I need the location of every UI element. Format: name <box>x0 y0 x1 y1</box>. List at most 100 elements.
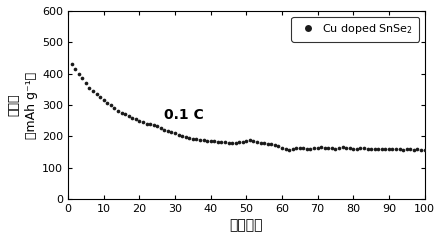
Point <box>278 146 286 150</box>
Point <box>307 147 314 151</box>
Point <box>207 139 214 143</box>
Point <box>246 138 253 142</box>
Point <box>243 139 250 143</box>
Point <box>100 98 107 102</box>
Point <box>375 147 382 151</box>
Point <box>414 148 421 152</box>
Point <box>239 140 246 144</box>
Point <box>410 148 417 152</box>
Point <box>325 146 332 150</box>
Point <box>321 146 328 150</box>
Point <box>168 130 175 134</box>
Point <box>154 124 161 128</box>
Point <box>311 146 318 150</box>
Point <box>343 146 350 150</box>
Point <box>335 146 343 150</box>
Point <box>200 138 207 142</box>
Point <box>300 146 307 150</box>
Point <box>68 62 75 66</box>
Point <box>75 72 82 76</box>
Point <box>79 76 86 80</box>
Point <box>147 123 154 126</box>
Point <box>214 140 221 144</box>
Point <box>257 141 264 145</box>
Point <box>357 146 364 150</box>
Point <box>403 148 410 152</box>
Point <box>407 148 414 152</box>
Point <box>253 140 260 144</box>
Point <box>289 147 296 151</box>
Point <box>114 109 122 113</box>
Point <box>303 147 310 151</box>
Point <box>118 111 125 115</box>
Point <box>364 147 371 151</box>
Point <box>186 136 193 140</box>
Text: 0.1 C: 0.1 C <box>164 108 204 122</box>
Point <box>189 137 196 141</box>
Point <box>353 147 360 151</box>
Point <box>378 147 385 151</box>
Point <box>371 148 378 152</box>
Point <box>171 131 179 135</box>
Point <box>339 145 346 149</box>
Point <box>275 144 282 148</box>
Point <box>72 67 79 71</box>
X-axis label: 循环次数: 循环次数 <box>229 218 263 232</box>
Point <box>139 120 146 124</box>
Point <box>104 102 111 105</box>
Point <box>293 146 300 150</box>
Point <box>271 143 278 147</box>
Point <box>360 146 367 150</box>
Point <box>264 142 271 146</box>
Point <box>392 147 400 151</box>
Point <box>82 81 89 85</box>
Point <box>346 146 353 150</box>
Point <box>221 140 229 144</box>
Point <box>229 141 236 145</box>
Point <box>417 148 424 152</box>
Point <box>182 135 189 139</box>
Point <box>389 148 396 152</box>
Point <box>196 138 203 142</box>
Point <box>286 148 293 152</box>
Point <box>179 134 186 138</box>
Point <box>211 139 218 143</box>
Point <box>296 146 303 150</box>
Point <box>125 114 132 118</box>
Point <box>86 86 93 90</box>
Point <box>107 103 114 107</box>
Legend: Cu doped SnSe$_2$: Cu doped SnSe$_2$ <box>291 16 419 42</box>
Point <box>396 148 403 152</box>
Point <box>268 142 275 146</box>
Point <box>93 92 100 96</box>
Point <box>218 140 225 144</box>
Point <box>90 89 97 93</box>
Point <box>175 133 182 137</box>
Point <box>282 148 289 152</box>
Y-axis label: 比电容
（mAh g⁻¹）: 比电容 （mAh g⁻¹） <box>7 71 38 139</box>
Point <box>204 139 211 143</box>
Point <box>400 148 407 152</box>
Point <box>328 146 335 150</box>
Point <box>122 113 129 116</box>
Point <box>143 122 150 126</box>
Point <box>225 141 232 145</box>
Point <box>421 148 428 152</box>
Point <box>382 148 389 152</box>
Point <box>261 141 268 145</box>
Point <box>368 147 375 151</box>
Point <box>97 95 104 99</box>
Point <box>193 138 200 141</box>
Point <box>132 117 139 121</box>
Point <box>232 141 239 145</box>
Point <box>136 119 143 123</box>
Point <box>111 106 118 110</box>
Point <box>150 124 157 127</box>
Point <box>157 127 164 130</box>
Point <box>332 147 339 151</box>
Point <box>318 145 325 149</box>
Point <box>385 147 392 151</box>
Point <box>236 140 243 144</box>
Point <box>164 129 171 133</box>
Point <box>350 147 357 151</box>
